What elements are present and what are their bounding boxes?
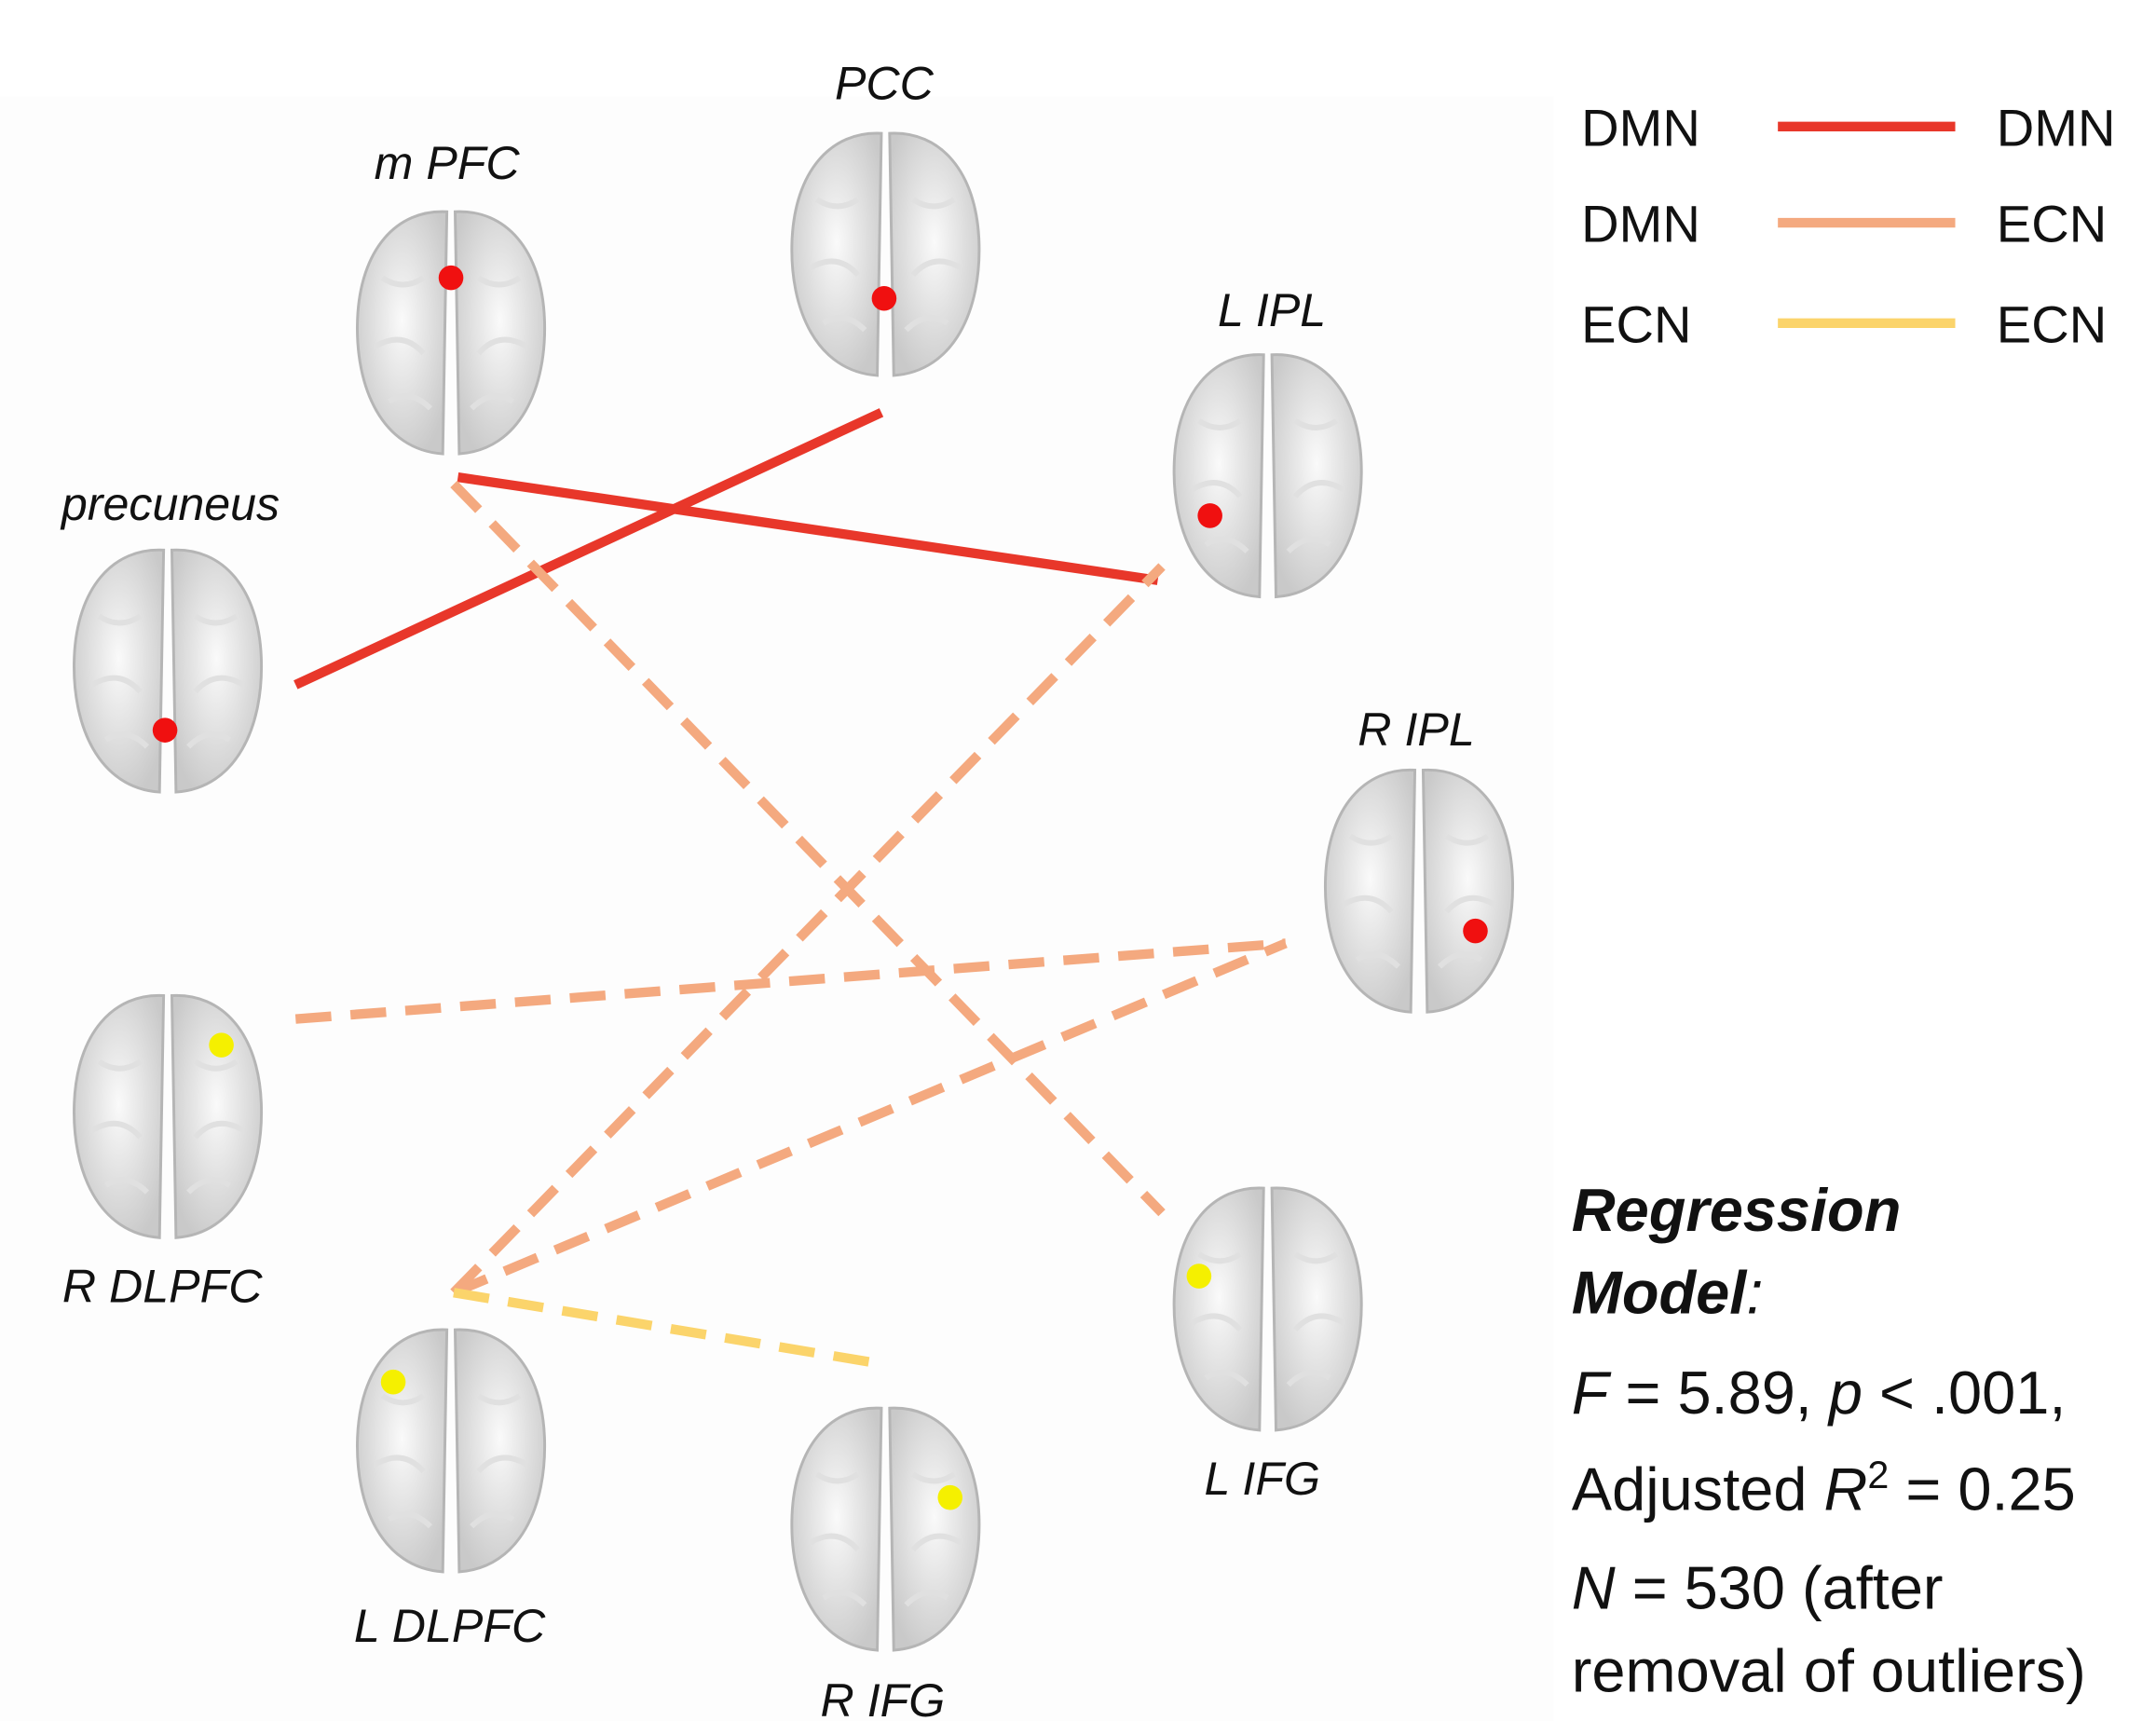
dot [1463, 919, 1488, 944]
dot [153, 717, 178, 743]
node-label: L IPL [1218, 284, 1326, 336]
text: N [1572, 1554, 1616, 1622]
node-label: R DLPFC [62, 1261, 263, 1313]
regression-line: F = 5.89, p < .001, [1572, 1359, 2067, 1427]
dot [872, 286, 897, 311]
legend-from: ECN [1581, 294, 1691, 353]
dot [1187, 1263, 1212, 1289]
panel [0, 96, 1554, 1721]
regression-title-line: Model: [1572, 1258, 1764, 1326]
dot [381, 1370, 406, 1395]
text: p [1827, 1359, 1863, 1427]
text: < .001, [1863, 1359, 2066, 1427]
text: R [1823, 1455, 1867, 1523]
legend-to: ECN [1997, 195, 2107, 253]
dot [439, 266, 464, 291]
text: Model [1572, 1258, 1748, 1326]
text: Adjusted [1572, 1455, 1824, 1523]
text: 2 [1867, 1454, 1889, 1496]
node-label: m PFC [375, 137, 521, 189]
text: = 0.25 [1889, 1455, 2075, 1523]
text: : [1746, 1258, 1763, 1326]
dot [209, 1032, 234, 1058]
node-label: R IPL [1358, 703, 1474, 756]
text: = 530 (after [1616, 1554, 1944, 1622]
page: { "nodes": [ {"label": "m PFC"}, {"label… [0, 0, 2156, 1721]
text: F [1572, 1359, 1612, 1427]
regression-line: removal of outliers) [1572, 1636, 2086, 1704]
node-label: L DLPFC [354, 1600, 546, 1652]
dot [937, 1485, 962, 1510]
regression: Regression Model: F = 5.89, p < .001, Ad… [1572, 1176, 2086, 1704]
node-label: L IFG [1204, 1453, 1320, 1505]
regression-title: Regression [1572, 1176, 1902, 1244]
regression-line: Adjusted R2 = 0.25 [1572, 1454, 2076, 1523]
legend-to: ECN [1997, 294, 2107, 353]
node-label: R IFG [821, 1674, 946, 1721]
legend-to: DMN [1997, 98, 2116, 157]
regression-line: N = 530 (after [1572, 1554, 1944, 1622]
node-label: PCC [835, 57, 935, 109]
text: = 5.89, [1608, 1359, 1828, 1427]
diagram: m PFC PCC L IPL precuneus R IPL R DLPFC … [0, 0, 2156, 1721]
legend-from: DMN [1581, 195, 1700, 253]
legend: DMN DMN DMN ECN ECN ECN [1581, 98, 2115, 353]
dot [1197, 503, 1222, 528]
node-label: precuneus [60, 478, 280, 530]
legend-from: DMN [1581, 98, 1700, 157]
